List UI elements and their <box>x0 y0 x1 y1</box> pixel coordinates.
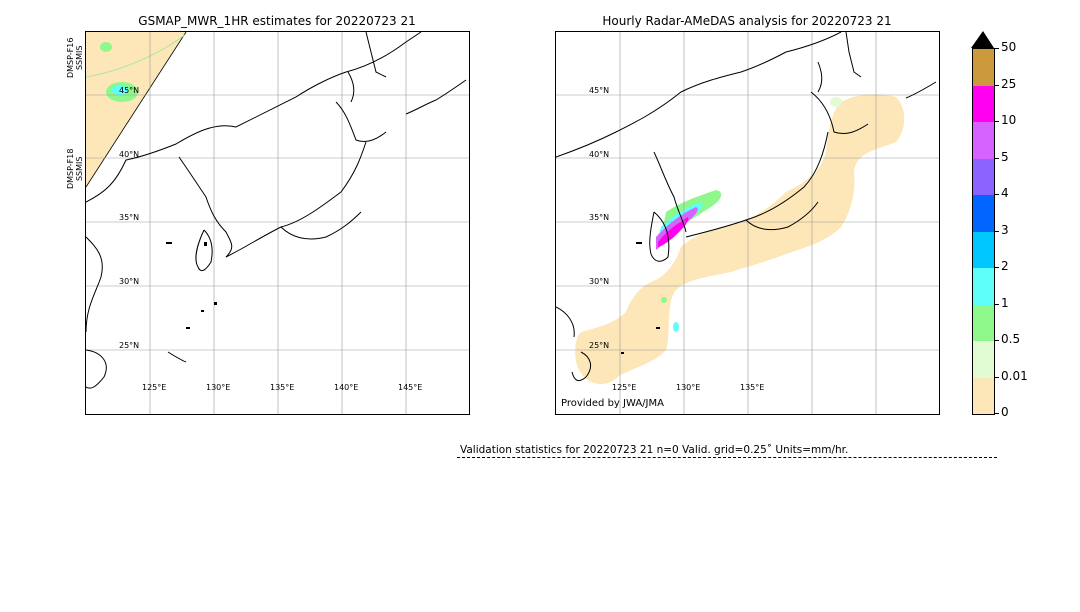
colorbar-tick-mark <box>995 84 999 86</box>
colorbar-tick-mark <box>995 340 999 341</box>
left-lon-125: 125°E <box>142 383 167 392</box>
colorbar-tick-label: 0 <box>1001 405 1009 419</box>
right-map-title: Hourly Radar-AMeDAS analysis for 2022072… <box>602 14 892 28</box>
right-lon-135: 135°E <box>740 383 765 392</box>
colorbar-tick-mark <box>995 121 999 122</box>
colorbar-tick-mark <box>995 413 999 414</box>
colorbar-tick-label: 1 <box>1001 295 1009 310</box>
left-map: 45°N 40°N 35°N 30°N 25°N 125°E 130°E 135… <box>85 31 470 415</box>
right-lat-35: 35°N <box>589 213 610 222</box>
satellite-label-f18: DMSP-F18 SSMIS <box>66 148 84 189</box>
radar-coverage-area <box>575 94 905 379</box>
right-map-canvas <box>556 32 939 414</box>
left-lat-30: 30°N <box>119 277 140 286</box>
colorbar-segment <box>973 377 994 414</box>
colorbar-tick-mark <box>995 157 999 159</box>
colorbar-segment <box>973 231 994 268</box>
left-lat-25: 25°N <box>119 341 140 350</box>
right-map: 45°N 40°N 35°N 30°N 25°N 125°E 130°E 135… <box>555 31 940 415</box>
right-lat-25: 25°N <box>589 341 610 350</box>
left-lon-130: 130°E <box>206 383 231 392</box>
colorbar-overflow-arrow <box>971 31 994 48</box>
colorbar-tick-mark <box>995 303 999 305</box>
colorbar-tick-label: 4 <box>1001 186 1009 200</box>
colorbar-tick-label: 0.01 <box>1001 368 1028 383</box>
left-lon-145: 145°E <box>398 383 423 392</box>
colorbar-segment <box>973 195 994 232</box>
colorbar-tick-mark <box>995 48 999 49</box>
left-lon-135: 135°E <box>270 383 295 392</box>
left-coastlines <box>86 32 467 389</box>
colorbar-segment <box>973 268 994 305</box>
radar-rain-spot-1 <box>673 322 679 332</box>
left-lat-40: 40°N <box>119 150 140 159</box>
left-rain-core <box>112 85 128 95</box>
right-lon-125: 125°E <box>612 383 637 392</box>
radar-rain-extreme <box>658 217 689 247</box>
colorbar-tick-label: 2 <box>1001 259 1009 273</box>
satellite-label-f16: DMSP-F16 SSMIS <box>66 37 84 78</box>
colorbar-tick-label: 3 <box>1001 222 1009 237</box>
colorbar <box>972 48 995 415</box>
colorbar-tick-mark <box>995 194 999 195</box>
left-lon-140: 140°E <box>334 383 359 392</box>
radar-coverage-okinawa <box>576 330 626 384</box>
right-lat-40: 40°N <box>589 150 610 159</box>
colorbar-segment <box>973 304 994 341</box>
left-rain-patch-2 <box>100 42 112 52</box>
colorbar-tick-mark <box>995 267 999 268</box>
right-lat-45: 45°N <box>589 86 610 95</box>
colorbar-tick-mark <box>995 230 999 232</box>
colorbar-segment <box>973 122 994 159</box>
radar-rain-spot-2 <box>661 297 667 303</box>
colorbar-tick-label: 50 <box>1001 40 1017 54</box>
right-grid <box>556 32 939 414</box>
colorbar-segment <box>973 158 994 195</box>
right-coastlines <box>556 32 937 382</box>
colorbar-tick-label: 5 <box>1001 149 1009 164</box>
left-islands <box>166 242 217 329</box>
left-map-canvas <box>86 32 469 414</box>
left-swath-edge <box>86 32 187 188</box>
colorbar-tick-label: 10 <box>1001 113 1017 127</box>
radar-rain-spot-3 <box>830 97 842 107</box>
left-lat-35: 35°N <box>119 213 140 222</box>
colorbar-segment <box>973 85 994 122</box>
right-lon-130: 130°E <box>676 383 701 392</box>
colorbar-tick-label: 0.5 <box>1001 332 1021 346</box>
colorbar-tick-mark <box>995 376 999 378</box>
left-swath-edge-2 <box>86 33 187 78</box>
right-lat-30: 30°N <box>589 277 610 286</box>
validation-statistics: Validation statistics for 20220723 21 n=… <box>460 444 849 456</box>
right-islands <box>621 242 660 354</box>
left-map-title: GSMAP_MWR_1HR estimates for 20220723 21 <box>138 14 416 28</box>
colorbar-segment <box>973 49 994 86</box>
left-lat-45: 45°N <box>119 86 140 95</box>
data-credit: Provided by JWA/JMA <box>561 398 664 409</box>
colorbar-segment <box>973 341 994 378</box>
colorbar-tick-label: 25 <box>1001 76 1017 91</box>
left-grid <box>86 32 469 414</box>
stats-underline <box>457 457 997 458</box>
